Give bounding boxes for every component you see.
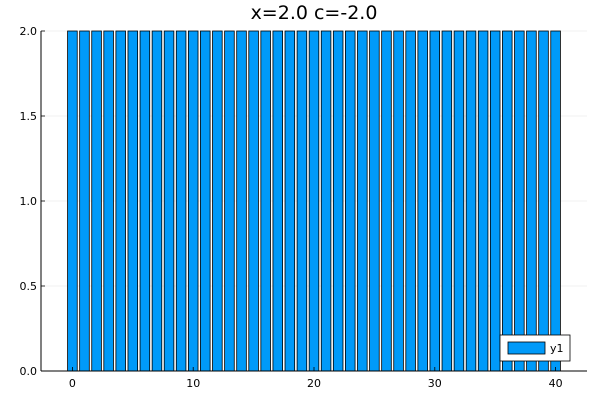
x-tick-label: 30 [428, 377, 442, 390]
bar [103, 30, 114, 372]
y-tick-label: 0.0 [20, 365, 38, 378]
bar [393, 30, 404, 372]
bar [284, 30, 296, 372]
bar [357, 30, 368, 372]
bar [538, 30, 549, 372]
bar-series-y1 [67, 30, 561, 372]
bar [489, 30, 501, 372]
bar [514, 30, 525, 372]
y-tick-label: 0.5 [20, 280, 38, 293]
bar [200, 30, 211, 372]
bar [163, 30, 175, 372]
bar [441, 30, 453, 372]
x-tick-label: 10 [186, 377, 200, 390]
bar [127, 30, 139, 372]
bar [465, 30, 477, 372]
bar [175, 30, 187, 372]
bar [308, 30, 320, 372]
bar [139, 30, 151, 372]
bar [429, 30, 441, 372]
legend-swatch-y1 [507, 341, 546, 355]
bar [453, 30, 465, 372]
y-tick-label: 1.0 [20, 195, 38, 208]
bar [405, 30, 416, 372]
bar [296, 30, 308, 372]
bar [212, 30, 223, 372]
bar [417, 30, 428, 372]
bar [224, 30, 235, 372]
bar [345, 30, 356, 372]
bar [115, 30, 126, 372]
y-tick-label: 1.5 [20, 110, 38, 123]
bar [381, 30, 392, 372]
x-tick-label: 20 [307, 377, 321, 390]
chart-title: x=2.0 c=-2.0 [251, 2, 378, 24]
bar [526, 30, 537, 372]
bar [320, 30, 332, 372]
x-tick-label: 0 [69, 377, 76, 390]
tick-labels: 0.0 0.5 1.0 1.5 2.0 0 10 20 30 40 [20, 25, 563, 390]
bar [550, 30, 561, 372]
bar [332, 30, 344, 372]
bar [187, 30, 199, 372]
bar [369, 30, 380, 372]
bar [477, 30, 489, 372]
bar [91, 30, 102, 372]
bar [248, 30, 259, 372]
bar [151, 30, 163, 372]
bar [272, 30, 283, 372]
y-tick-label: 2.0 [20, 25, 38, 38]
bar [502, 30, 513, 372]
legend: y1 [499, 334, 571, 362]
legend-label-y1: y1 [550, 342, 564, 355]
bar [260, 30, 271, 372]
x-tick-label: 40 [549, 377, 563, 390]
bar [236, 30, 247, 372]
bar [79, 30, 90, 372]
bar [67, 30, 78, 372]
